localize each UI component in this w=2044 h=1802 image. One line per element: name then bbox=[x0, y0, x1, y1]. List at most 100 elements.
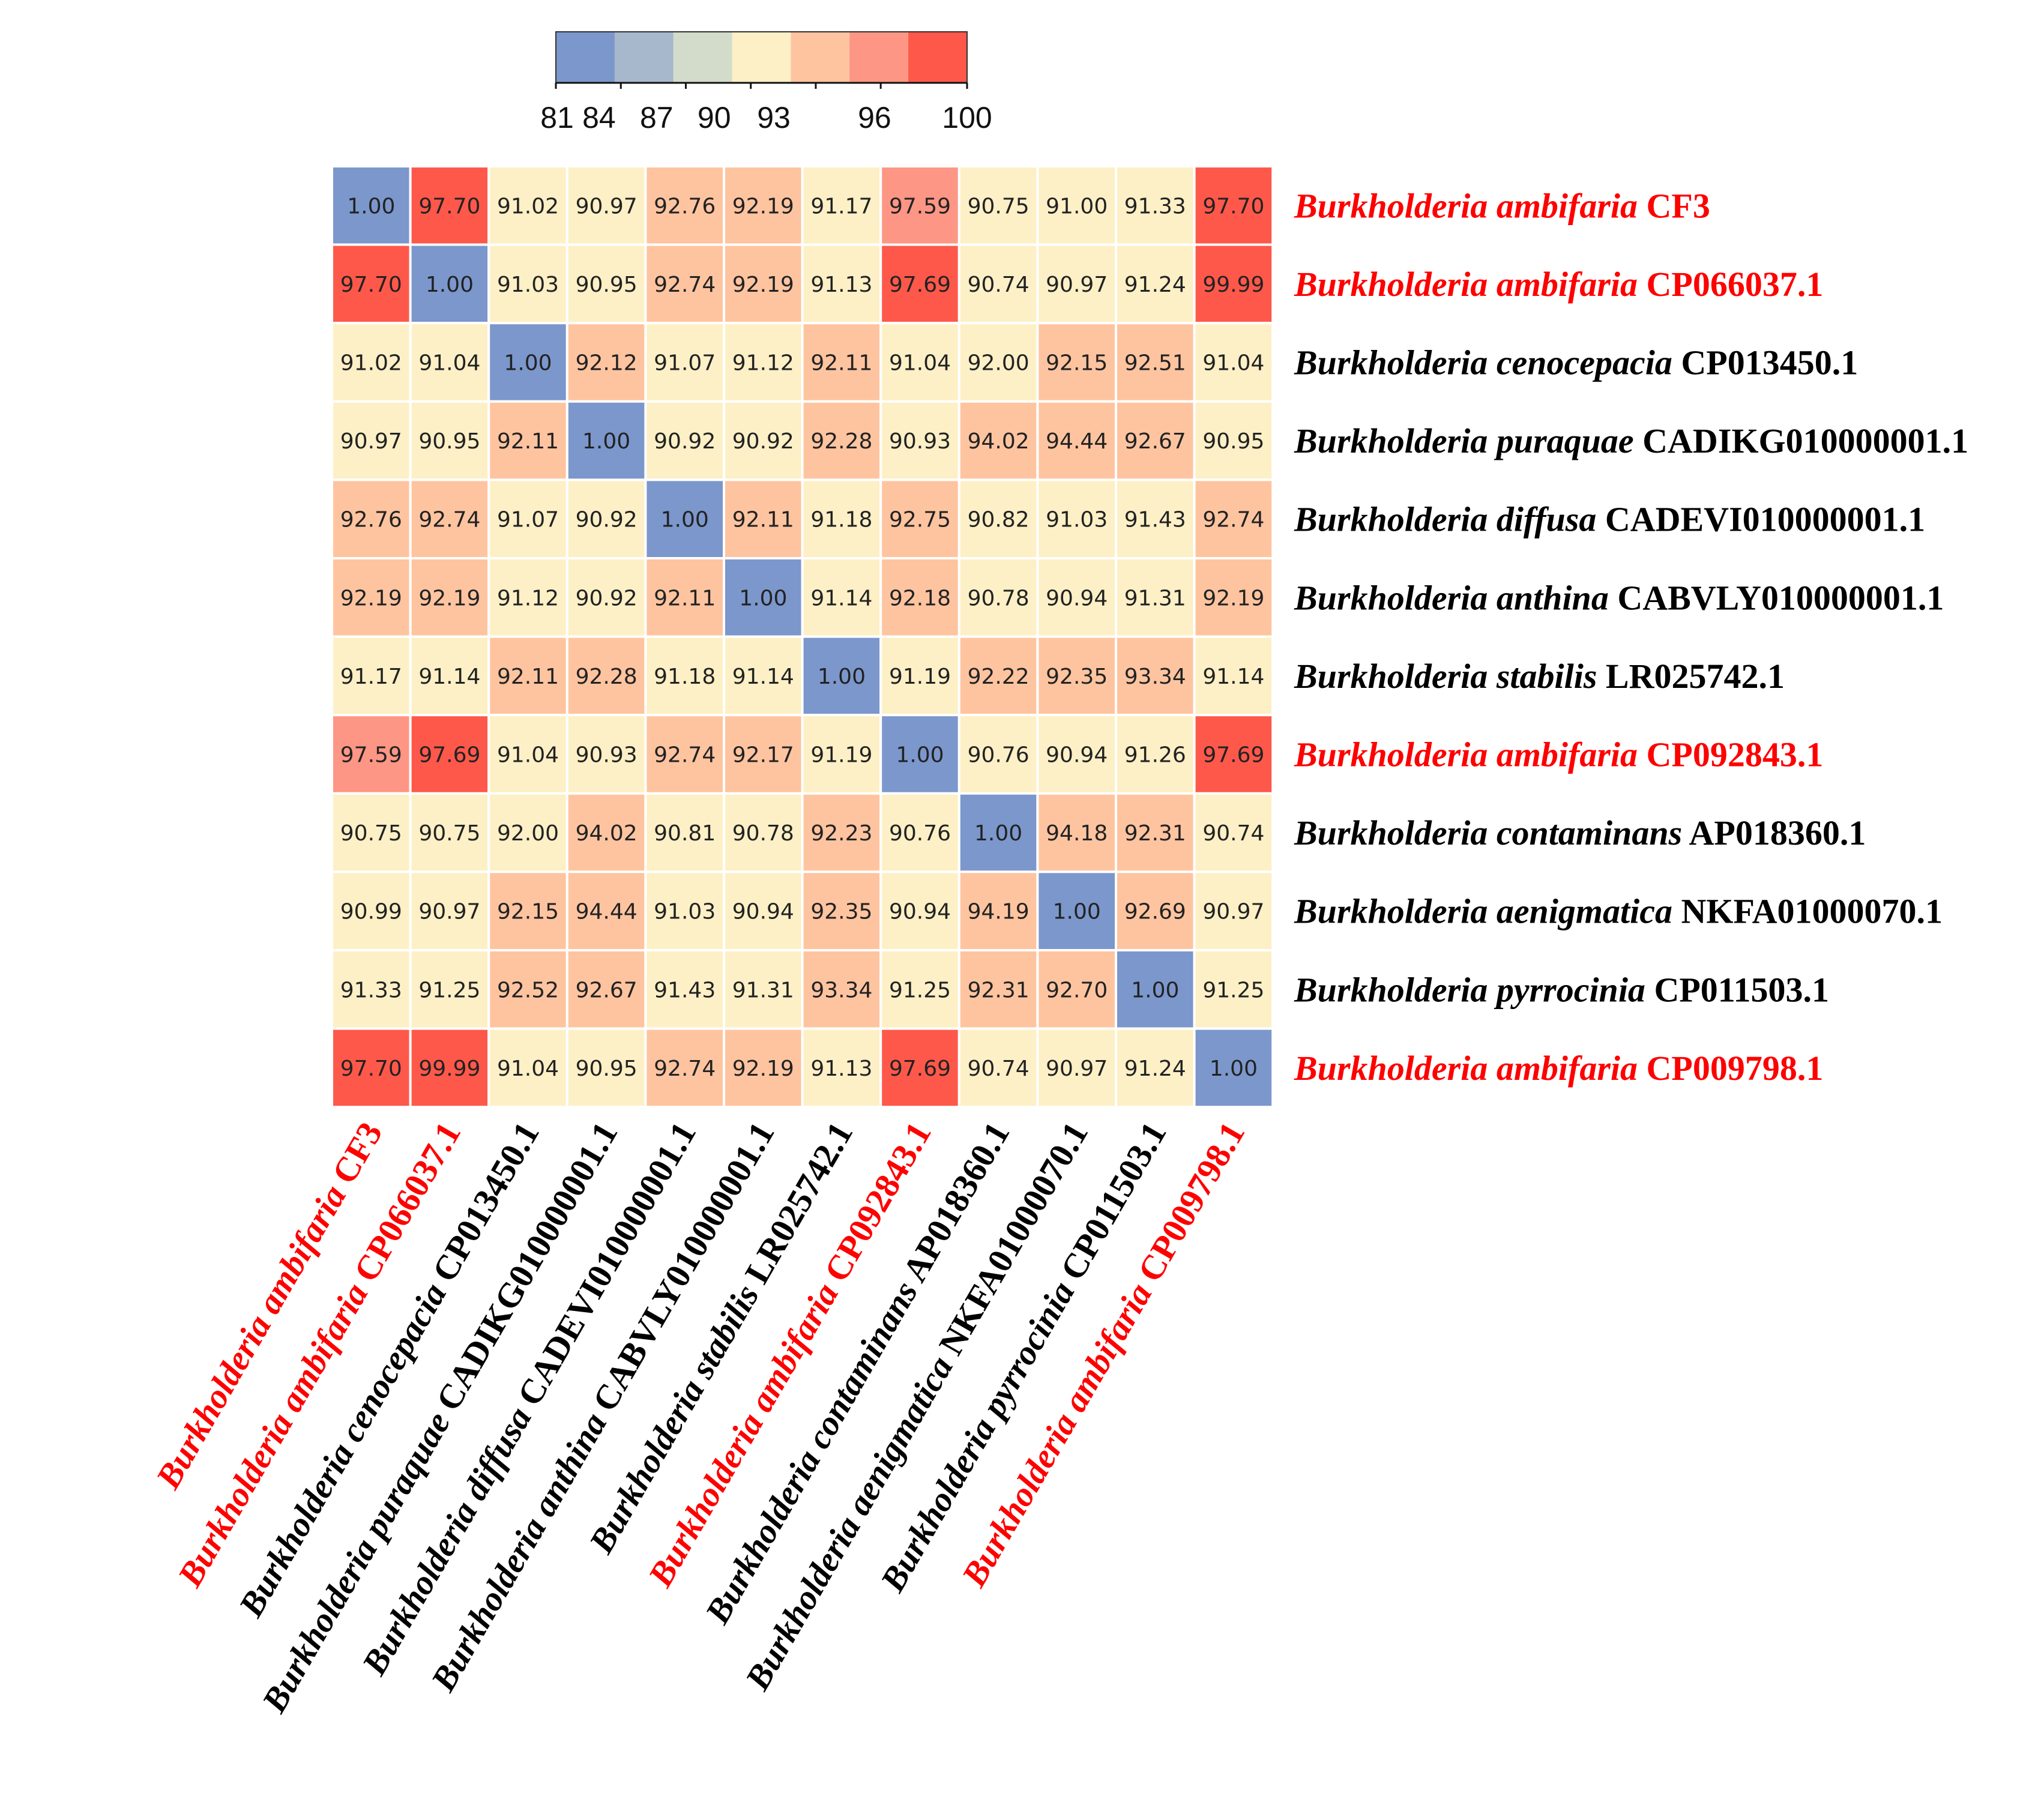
heatmap-cell bbox=[1036, 714, 1118, 795]
heatmap-cell bbox=[957, 243, 1039, 325]
heatmap-cell-value: 1.00 bbox=[582, 429, 630, 454]
heatmap-grid: 1.00 97.70 91.02 90.97 92.76 92.19 91.17 97.59 9… bbox=[331, 165, 1274, 1109]
heatmap-cell-value: 91.43 bbox=[1124, 508, 1186, 532]
heatmap-cell-value: 1.00 bbox=[1210, 1056, 1258, 1081]
heatmap-cell-value: 90.97 bbox=[340, 429, 402, 454]
heatmap-cell-value: 90.94 bbox=[889, 900, 951, 924]
heatmap-cell bbox=[1193, 243, 1274, 325]
heatmap-cell-value: 91.31 bbox=[732, 978, 794, 1002]
color-scale-segment bbox=[673, 32, 733, 83]
heatmap-cell bbox=[879, 1027, 960, 1109]
color-scale-segment bbox=[908, 32, 968, 83]
heatmap-cell bbox=[723, 870, 804, 952]
heatmap-cell-value: 92.28 bbox=[810, 429, 872, 454]
heatmap-cell-value: 94.44 bbox=[576, 900, 638, 924]
heatmap-cell-value: 92.74 bbox=[654, 1056, 716, 1081]
heatmap-cell-value: 93.34 bbox=[810, 978, 872, 1002]
heatmap-cell bbox=[879, 165, 960, 246]
heatmap-cell-value: 90.95 bbox=[576, 273, 638, 297]
label-strain: NKFA01000070.1 bbox=[1672, 892, 1943, 931]
heatmap-cell-value: 92.76 bbox=[654, 194, 716, 218]
heatmap-cell bbox=[1115, 714, 1196, 795]
heatmap-cell-value: 90.97 bbox=[1046, 1056, 1108, 1081]
heatmap-cell bbox=[409, 243, 490, 325]
heatmap-cell-value: 97.69 bbox=[889, 1056, 951, 1081]
heatmap-cell-value: 91.19 bbox=[810, 743, 872, 768]
heatmap-cell-value: 92.76 bbox=[340, 508, 402, 532]
heatmap-cell bbox=[879, 243, 960, 325]
heatmap-cell-value: 91.18 bbox=[654, 664, 716, 689]
heatmap-cell-value: 99.99 bbox=[418, 1056, 480, 1081]
label-strain: LR025742.1 bbox=[1597, 657, 1785, 696]
heatmap-cell bbox=[487, 870, 568, 952]
heatmap-cell-value: 91.43 bbox=[654, 978, 716, 1002]
heatmap-cell-value: 91.03 bbox=[654, 900, 716, 924]
heatmap-cell bbox=[1036, 792, 1118, 873]
heatmap-cell-value: 90.75 bbox=[968, 194, 1030, 218]
heatmap-cell-value: 92.75 bbox=[889, 508, 951, 532]
heatmap-cell-value: 91.12 bbox=[732, 351, 794, 376]
heatmap-cell bbox=[723, 243, 804, 325]
label-genus-species: Burkholderia aenigmatica bbox=[1294, 892, 1672, 931]
heatmap-cell-value: 91.03 bbox=[497, 273, 559, 297]
heatmap-cell-value: 92.28 bbox=[576, 664, 638, 689]
heatmap-cell-value: 90.75 bbox=[418, 821, 480, 846]
heatmap-cell bbox=[487, 792, 568, 873]
heatmap-cell bbox=[487, 322, 568, 403]
heatmap-cell bbox=[644, 870, 726, 952]
heatmap-cell-value: 91.04 bbox=[497, 743, 559, 768]
heatmap-cell-value: 92.23 bbox=[810, 821, 872, 846]
heatmap-cell bbox=[1193, 165, 1274, 246]
heatmap-cell-value: 1.00 bbox=[661, 508, 709, 532]
heatmap-cell bbox=[331, 400, 412, 481]
color-scale-segment bbox=[791, 32, 850, 83]
heatmap-cell-value: 94.18 bbox=[1046, 821, 1108, 846]
row-label: Burkholderia puraquae CADIKG010000001.1 bbox=[1294, 421, 1968, 460]
color-scale-segment bbox=[556, 32, 615, 83]
heatmap-cell-value: 91.03 bbox=[1046, 508, 1108, 532]
heatmap-cell bbox=[565, 400, 647, 481]
heatmap-cell-value: 90.95 bbox=[576, 1056, 638, 1081]
heatmap-cell-value: 92.19 bbox=[340, 586, 402, 610]
heatmap-cell-value: 90.92 bbox=[654, 429, 716, 454]
heatmap-cell-value: 92.11 bbox=[497, 664, 559, 689]
label-genus-species: Burkholderia cenocepacia bbox=[1294, 343, 1672, 382]
heatmap-cell bbox=[1193, 635, 1274, 717]
heatmap-cell-value: 90.76 bbox=[889, 821, 951, 846]
heatmap-cell-value: 91.14 bbox=[1202, 664, 1264, 689]
heatmap-cell bbox=[801, 243, 882, 325]
heatmap-cell-value: 99.99 bbox=[1202, 273, 1264, 297]
heatmap-cell-value: 97.70 bbox=[418, 194, 480, 218]
heatmap-cell bbox=[1036, 400, 1118, 481]
heatmap-cell bbox=[723, 635, 804, 717]
heatmap-cell-value: 92.12 bbox=[576, 351, 638, 376]
heatmap-cell-value: 91.25 bbox=[1202, 978, 1264, 1002]
heatmap-cell bbox=[644, 478, 726, 560]
heatmap-cell bbox=[409, 792, 490, 873]
heatmap-cell-value: 92.17 bbox=[732, 743, 794, 768]
heatmap-cell-value: 90.95 bbox=[1202, 429, 1264, 454]
heatmap-cell-value: 1.00 bbox=[818, 664, 866, 689]
heatmap-cell-value: 92.00 bbox=[968, 351, 1030, 376]
color-scale-segment bbox=[849, 32, 909, 83]
row-label: Burkholderia pyrrocinia CP011503.1 bbox=[1294, 970, 1829, 1009]
heatmap-cell-value: 91.24 bbox=[1124, 273, 1186, 297]
heatmap-cell-value: 91.12 bbox=[497, 586, 559, 610]
heatmap-cell-value: 1.00 bbox=[1053, 900, 1101, 924]
heatmap-cell bbox=[1193, 1027, 1274, 1109]
heatmap-cell-value: 90.82 bbox=[968, 508, 1030, 532]
heatmap-cell-value: 92.67 bbox=[1124, 429, 1186, 454]
heatmap-cell bbox=[723, 557, 804, 638]
heatmap-cell bbox=[1193, 400, 1274, 481]
heatmap-cell-value: 92.74 bbox=[1202, 508, 1264, 532]
heatmap-cell-value: 92.31 bbox=[968, 978, 1030, 1002]
heatmap-cell-value: 97.69 bbox=[889, 273, 951, 297]
heatmap-cell-value: 92.35 bbox=[810, 900, 872, 924]
heatmap-cell-value: 91.25 bbox=[889, 978, 951, 1002]
heatmap-cell bbox=[957, 1027, 1039, 1109]
heatmap-cell bbox=[487, 478, 568, 560]
heatmap-cell-value: 92.11 bbox=[654, 586, 716, 610]
heatmap-cell bbox=[1115, 557, 1196, 638]
label-strain: CADIKG010000001.1 bbox=[1634, 421, 1968, 460]
row-label: Burkholderia aenigmatica NKFA01000070.1 bbox=[1294, 892, 1943, 931]
